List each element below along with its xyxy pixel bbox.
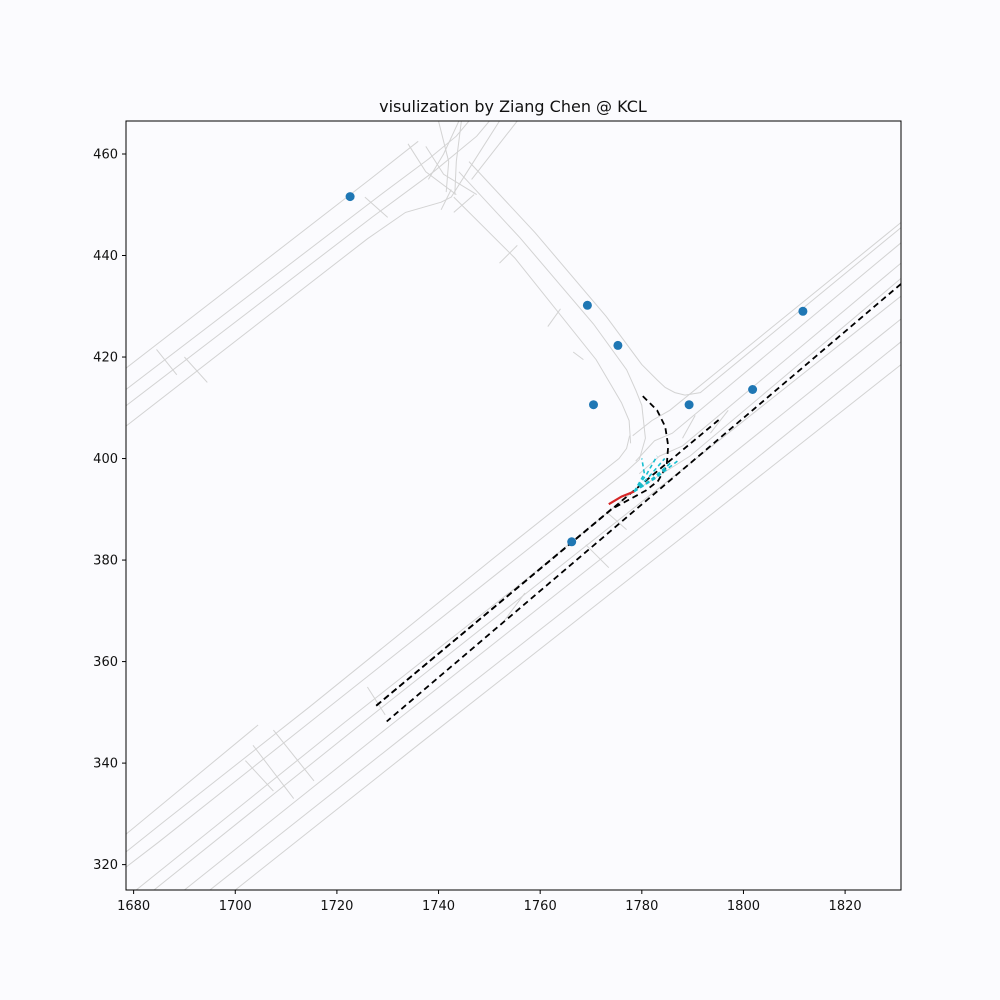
lane-line bbox=[425, 146, 477, 196]
prediction-lines bbox=[633, 455, 678, 493]
lane-line bbox=[585, 544, 610, 569]
y-tick-label: 340 bbox=[93, 757, 118, 772]
lane-line bbox=[427, 121, 460, 180]
history-track bbox=[608, 490, 635, 506]
lane-line bbox=[453, 196, 632, 444]
lane-line bbox=[468, 161, 901, 396]
lane-line bbox=[710, 409, 729, 434]
prediction-line bbox=[633, 457, 666, 493]
history-line bbox=[608, 490, 635, 506]
lane-line bbox=[135, 486, 640, 890]
route-lines bbox=[374, 283, 901, 723]
x-tick-label: 1760 bbox=[524, 899, 557, 914]
x-tick-label: 1720 bbox=[320, 899, 353, 914]
y-tick-label: 400 bbox=[93, 452, 118, 467]
lane-line bbox=[209, 341, 901, 890]
agent-point bbox=[567, 537, 577, 547]
agent-point bbox=[748, 385, 758, 394]
y-tick-label: 420 bbox=[93, 351, 118, 366]
x-tick-label: 1780 bbox=[625, 899, 658, 914]
agent-points bbox=[345, 192, 808, 547]
lane-line bbox=[126, 140, 419, 369]
lane-line bbox=[245, 760, 274, 792]
x-tick-label: 1680 bbox=[117, 899, 150, 914]
agent-point bbox=[798, 306, 808, 316]
route-line bbox=[386, 283, 901, 723]
route-line bbox=[374, 419, 720, 707]
x-tick-label: 1700 bbox=[219, 899, 252, 914]
lane-line bbox=[438, 121, 450, 193]
prediction-line bbox=[633, 460, 678, 493]
lane-line bbox=[635, 242, 901, 462]
lane-line bbox=[682, 415, 696, 439]
lane-line bbox=[501, 592, 526, 624]
lane-line bbox=[156, 349, 178, 376]
lane-line bbox=[638, 262, 901, 475]
agent-point bbox=[684, 400, 694, 410]
lane-line bbox=[547, 308, 561, 327]
agent-point bbox=[589, 400, 598, 410]
x-axis-ticks: 1680 1700 1720 1740 1760 1780 1800 1820 bbox=[117, 890, 862, 914]
y-tick-label: 380 bbox=[93, 554, 118, 569]
lane-line bbox=[453, 194, 475, 213]
lane-line bbox=[234, 364, 901, 890]
plot-frame bbox=[125, 120, 902, 891]
lane-line bbox=[184, 318, 901, 890]
chart-title: visulization by Ziang Chen @ KCL bbox=[379, 97, 647, 116]
y-tick-label: 360 bbox=[93, 655, 118, 670]
y-tick-label: 320 bbox=[93, 858, 118, 873]
agent-point bbox=[582, 300, 592, 310]
lane-line bbox=[153, 295, 901, 890]
lane-line bbox=[454, 121, 462, 195]
lane-line bbox=[471, 121, 518, 180]
lane-line bbox=[126, 724, 259, 835]
lane-line bbox=[364, 196, 389, 218]
plot-area bbox=[126, 121, 901, 890]
y-axis-ticks: 320 340 360 380 400 420 440 460 bbox=[93, 147, 126, 873]
lane-line bbox=[572, 351, 584, 361]
lane-line bbox=[605, 511, 627, 530]
y-tick-label: 460 bbox=[93, 147, 118, 162]
x-tick-label: 1800 bbox=[727, 899, 760, 914]
lane-network bbox=[126, 121, 901, 890]
x-tick-label: 1740 bbox=[422, 899, 455, 914]
lane-line bbox=[126, 435, 631, 853]
agent-point bbox=[613, 340, 623, 350]
x-tick-label: 1820 bbox=[829, 899, 862, 914]
lane-line bbox=[407, 143, 457, 196]
lane-line bbox=[184, 356, 208, 383]
lane-line bbox=[632, 222, 901, 437]
lane-line bbox=[126, 171, 646, 868]
lane-line bbox=[252, 744, 295, 799]
prediction-line bbox=[633, 458, 646, 492]
lane-line bbox=[273, 729, 315, 782]
lane-line bbox=[499, 245, 518, 264]
lane-line bbox=[440, 189, 452, 211]
agent-point bbox=[345, 192, 355, 202]
lane-line bbox=[366, 686, 386, 716]
y-tick-label: 440 bbox=[93, 249, 118, 264]
